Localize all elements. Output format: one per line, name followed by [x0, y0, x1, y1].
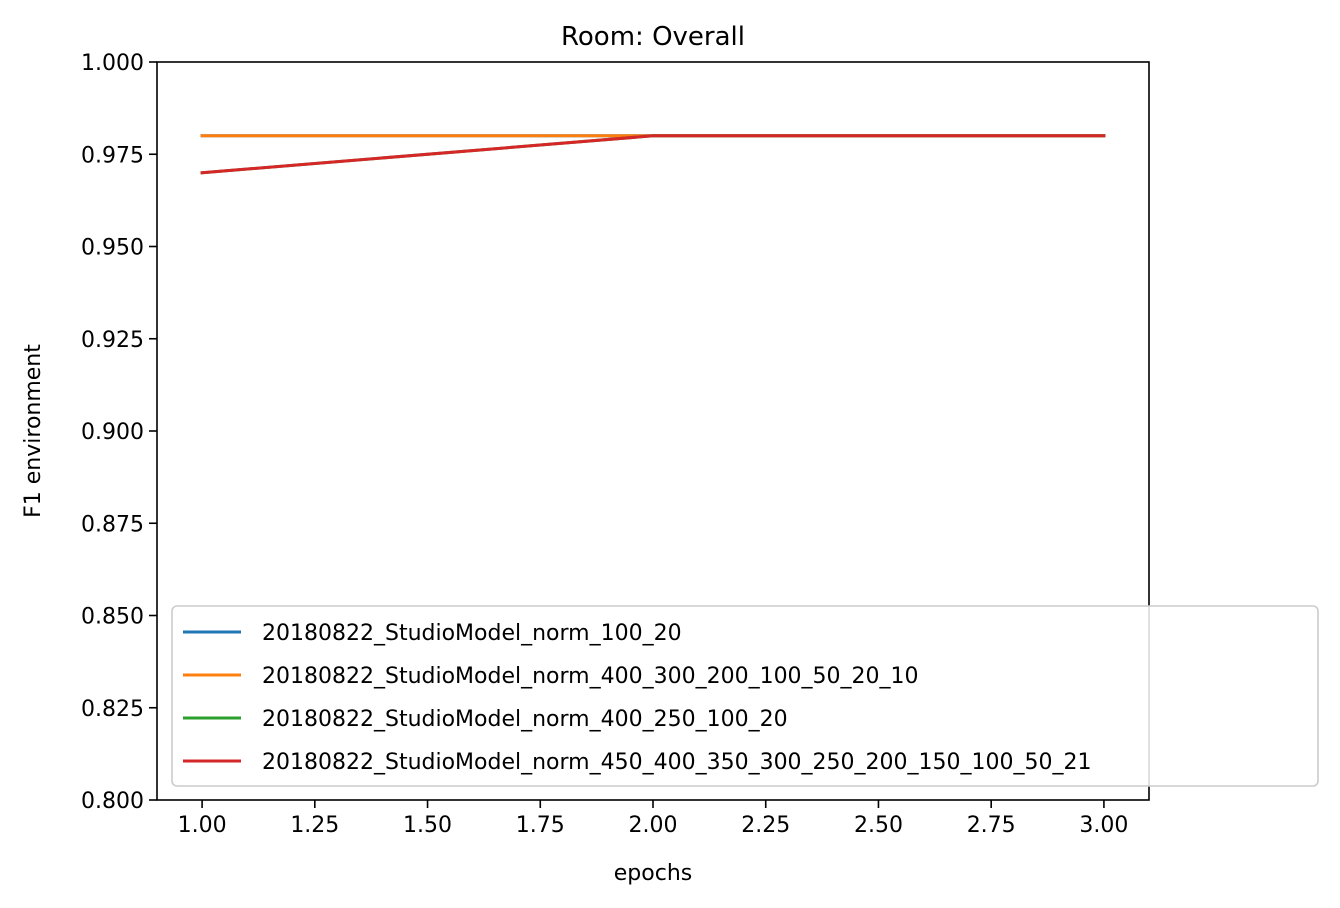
chart-title: Room: Overall — [561, 22, 745, 52]
x-tick-label: 1.75 — [516, 813, 565, 838]
y-tick-label: 0.975 — [81, 143, 144, 168]
legend-label: 20180822_StudioModel_norm_400_250_100_20 — [262, 707, 788, 732]
x-tick-label: 2.75 — [967, 813, 1016, 838]
legend-box — [171, 605, 1319, 787]
y-tick-label: 0.950 — [81, 236, 144, 261]
x-tick-label: 3.00 — [1079, 813, 1128, 838]
series-line-4 — [200, 134, 1106, 175]
y-axis: 0.800 0.825 0.850 0.875 0.900 0.925 0.950 0.975… — [81, 51, 157, 814]
y-tick-label: 0.825 — [81, 697, 144, 722]
x-tick-label: 2.25 — [741, 813, 790, 838]
x-tick-label: 2.50 — [854, 813, 903, 838]
x-axis: 1.00 1.25 1.50 1.75 2.00 2.25 2.50 2.75 3.00 — [178, 800, 1128, 838]
x-tick-label: 1.00 — [178, 813, 227, 838]
x-axis-title: epochs — [614, 861, 692, 886]
y-tick-label: 0.925 — [81, 328, 144, 353]
y-tick-label: 0.875 — [81, 512, 144, 537]
y-tick-label: 0.850 — [81, 605, 144, 630]
legend-label: 20180822_StudioModel_norm_400_300_200_10… — [262, 664, 919, 689]
y-tick-label: 1.000 — [81, 51, 144, 76]
y-axis-title: F1 environment — [21, 344, 46, 518]
x-tick-label: 1.25 — [290, 813, 339, 838]
x-tick-label: 2.00 — [629, 813, 678, 838]
y-tick-label: 0.800 — [81, 789, 144, 814]
series-layer — [200, 134, 1106, 175]
legend-label: 20180822_StudioModel_norm_450_400_350_30… — [262, 750, 1092, 775]
legend: 20180822_StudioModel_norm_100_20 20180822… — [171, 605, 1319, 787]
x-tick-label: 1.50 — [403, 813, 452, 838]
legend-label: 20180822_StudioModel_norm_100_20 — [262, 621, 682, 646]
legend-items: 20180822_StudioModel_norm_100_20 20180822… — [183, 621, 1092, 775]
y-tick-label: 0.900 — [81, 420, 144, 445]
